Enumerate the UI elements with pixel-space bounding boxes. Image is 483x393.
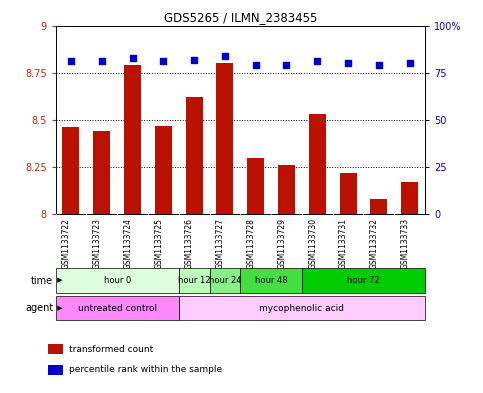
Point	[159, 58, 167, 64]
Text: hour 72: hour 72	[347, 276, 380, 285]
Point	[221, 53, 229, 59]
Bar	[302, 268, 425, 293]
Text: GSM1133724: GSM1133724	[124, 218, 132, 269]
Text: GSM1133733: GSM1133733	[400, 218, 410, 269]
Bar	[56, 268, 179, 293]
Point	[344, 60, 352, 66]
Bar	[179, 296, 425, 320]
Bar	[210, 268, 240, 293]
Bar	[48, 365, 63, 375]
Bar	[185, 97, 202, 393]
Bar	[278, 165, 295, 393]
Bar	[48, 344, 63, 354]
Bar	[56, 296, 179, 320]
Text: GSM1133726: GSM1133726	[185, 218, 194, 269]
Text: ▶: ▶	[55, 305, 63, 311]
Bar	[155, 125, 172, 393]
Point	[283, 62, 290, 68]
Bar	[370, 199, 387, 393]
Bar	[241, 268, 302, 293]
Text: GSM1133723: GSM1133723	[93, 218, 102, 269]
Text: GSM1133725: GSM1133725	[154, 218, 163, 269]
Text: time: time	[31, 275, 53, 286]
Text: agent: agent	[25, 303, 53, 313]
Point	[406, 60, 413, 66]
Text: GSM1133727: GSM1133727	[216, 218, 225, 269]
Bar	[179, 268, 210, 293]
Text: GSM1133728: GSM1133728	[247, 218, 256, 269]
Text: GSM1133730: GSM1133730	[308, 218, 317, 269]
Text: hour 24: hour 24	[209, 276, 241, 285]
Title: GDS5265 / ILMN_2383455: GDS5265 / ILMN_2383455	[164, 11, 317, 24]
Bar	[124, 65, 141, 393]
Point	[252, 62, 259, 68]
Bar	[93, 131, 110, 393]
Text: ▶: ▶	[55, 277, 63, 284]
Text: hour 48: hour 48	[255, 276, 287, 285]
Bar	[62, 127, 79, 393]
Text: transformed count: transformed count	[69, 345, 154, 354]
Text: hour 0: hour 0	[103, 276, 131, 285]
Text: percentile rank within the sample: percentile rank within the sample	[69, 365, 222, 374]
Point	[313, 58, 321, 64]
Text: GSM1133732: GSM1133732	[370, 218, 379, 269]
Point	[375, 62, 383, 68]
Bar	[216, 63, 233, 393]
Text: GSM1133729: GSM1133729	[277, 218, 286, 269]
Text: untreated control: untreated control	[78, 304, 156, 312]
Point	[67, 58, 75, 64]
Text: hour 12: hour 12	[178, 276, 211, 285]
Text: GSM1133731: GSM1133731	[339, 218, 348, 269]
Bar	[247, 158, 264, 393]
Bar	[309, 114, 326, 393]
Point	[128, 55, 136, 61]
Bar	[340, 173, 356, 393]
Text: GSM1133722: GSM1133722	[62, 218, 71, 269]
Point	[98, 58, 106, 64]
Point	[190, 56, 198, 62]
Bar	[401, 182, 418, 393]
Text: mycophenolic acid: mycophenolic acid	[259, 304, 344, 312]
